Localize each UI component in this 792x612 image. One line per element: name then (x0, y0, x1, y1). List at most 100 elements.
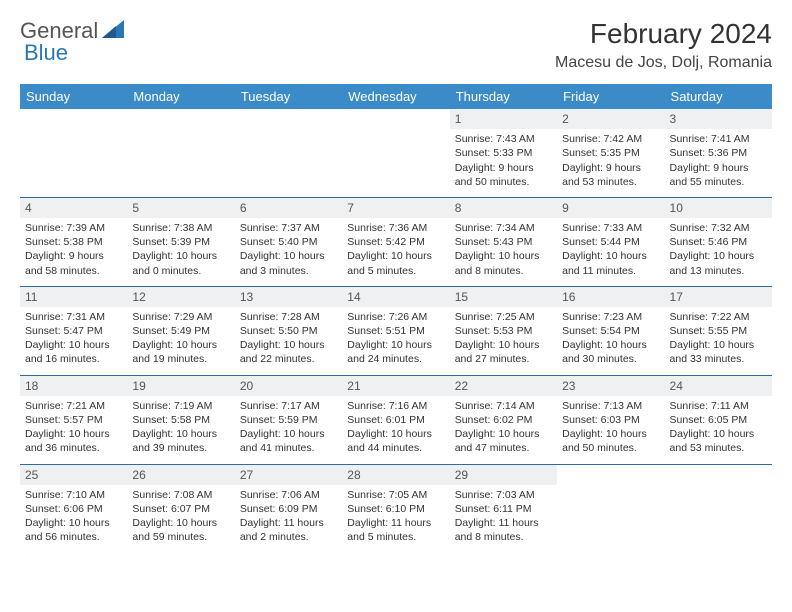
day-number: 24 (665, 376, 772, 396)
cell-sunrise: Sunrise: 7:41 AM (670, 132, 767, 146)
cell-sunrise: Sunrise: 7:14 AM (455, 399, 552, 413)
cell-daylight: Daylight: 10 hours and 30 minutes. (562, 338, 659, 366)
calendar-day-cell: 15Sunrise: 7:25 AMSunset: 5:53 PMDayligh… (450, 286, 557, 375)
cell-sunrise: Sunrise: 7:10 AM (25, 488, 122, 502)
cell-sunset: Sunset: 5:51 PM (347, 324, 444, 338)
day-number: 1 (450, 109, 557, 129)
cell-sunset: Sunset: 5:36 PM (670, 146, 767, 160)
cell-daylight: Daylight: 10 hours and 53 minutes. (670, 427, 767, 455)
location-subtitle: Macesu de Jos, Dolj, Romania (555, 54, 772, 72)
day-number: 23 (557, 376, 664, 396)
cell-sunset: Sunset: 5:58 PM (132, 413, 229, 427)
cell-sunset: Sunset: 5:54 PM (562, 324, 659, 338)
cell-daylight: Daylight: 10 hours and 11 minutes. (562, 249, 659, 277)
calendar-day-cell (665, 464, 772, 552)
day-number: 11 (20, 287, 127, 307)
calendar-day-cell: 19 Sunrise: 7:19 AMSunset: 5:58 PMDayligh… (127, 375, 234, 464)
cell-sunrise: Sunrise: 7:22 AM (670, 310, 767, 324)
cell-daylight: Daylight: 10 hours and 59 minutes. (132, 516, 229, 544)
cell-daylight: Daylight: 10 hours and 5 minutes. (347, 249, 444, 277)
day-number: 4 (20, 198, 127, 218)
month-title: February 2024 (555, 18, 772, 50)
calendar-day-cell: 8Sunrise: 7:34 AMSunset: 5:43 PMDaylight… (450, 197, 557, 286)
cell-daylight: Daylight: 11 hours and 2 minutes. (240, 516, 337, 544)
cell-sunset: Sunset: 5:38 PM (25, 235, 122, 249)
cell-sunrise: Sunrise: 7:37 AM (240, 221, 337, 235)
calendar-day-cell: 1Sunrise: 7:43 AMSunset: 5:33 PMDaylight… (450, 109, 557, 197)
day-number: 20 (235, 376, 342, 396)
calendar-day-cell: 9Sunrise: 7:33 AMSunset: 5:44 PMDaylight… (557, 197, 664, 286)
logo-text-blue: Blue (24, 40, 68, 66)
cell-sunset: Sunset: 5:33 PM (455, 146, 552, 160)
calendar-day-cell: 7Sunrise: 7:36 AMSunset: 5:42 PMDaylight… (342, 197, 449, 286)
calendar-day-cell: 11Sunrise: 7:31 AMSunset: 5:47 PMDayligh… (20, 286, 127, 375)
day-number: 22 (450, 376, 557, 396)
day-number: 15 (450, 287, 557, 307)
day-number: 14 (342, 287, 449, 307)
cell-daylight: Daylight: 9 hours and 53 minutes. (562, 161, 659, 189)
cell-sunrise: Sunrise: 7:34 AM (455, 221, 552, 235)
cell-sunrise: Sunrise: 7:19 AM (132, 399, 229, 413)
cell-sunrise: Sunrise: 7:08 AM (132, 488, 229, 502)
cell-daylight: Daylight: 9 hours and 58 minutes. (25, 249, 122, 277)
cell-daylight: Daylight: 10 hours and 0 minutes. (132, 249, 229, 277)
calendar-day-cell: 6Sunrise: 7:37 AMSunset: 5:40 PMDaylight… (235, 197, 342, 286)
day-number: 8 (450, 198, 557, 218)
cell-sunrise: Sunrise: 7:25 AM (455, 310, 552, 324)
page-header: General February 2024 Macesu de Jos, Dol… (20, 18, 772, 72)
calendar-table: Sunday Monday Tuesday Wednesday Thursday… (20, 84, 772, 552)
cell-sunrise: Sunrise: 7:16 AM (347, 399, 444, 413)
cell-sunrise: Sunrise: 7:13 AM (562, 399, 659, 413)
cell-sunrise: Sunrise: 7:11 AM (670, 399, 767, 413)
day-number: 19 (127, 376, 234, 396)
cell-daylight: Daylight: 10 hours and 24 minutes. (347, 338, 444, 366)
cell-sunset: Sunset: 5:46 PM (670, 235, 767, 249)
weekday-tuesday: Tuesday (235, 84, 342, 109)
day-number: 27 (235, 465, 342, 485)
calendar-day-cell (235, 109, 342, 197)
cell-sunset: Sunset: 5:39 PM (132, 235, 229, 249)
cell-daylight: Daylight: 10 hours and 19 minutes. (132, 338, 229, 366)
cell-sunrise: Sunrise: 7:33 AM (562, 221, 659, 235)
calendar-day-cell: 16Sunrise: 7:23 AMSunset: 5:54 PMDayligh… (557, 286, 664, 375)
cell-daylight: Daylight: 10 hours and 36 minutes. (25, 427, 122, 455)
cell-daylight: Daylight: 10 hours and 47 minutes. (455, 427, 552, 455)
day-number: 28 (342, 465, 449, 485)
calendar-day-cell: 12Sunrise: 7:29 AMSunset: 5:49 PMDayligh… (127, 286, 234, 375)
cell-daylight: Daylight: 10 hours and 22 minutes. (240, 338, 337, 366)
cell-sunset: Sunset: 5:42 PM (347, 235, 444, 249)
day-number: 10 (665, 198, 772, 218)
calendar-day-cell: 3Sunrise: 7:41 AMSunset: 5:36 PMDaylight… (665, 109, 772, 197)
cell-daylight: Daylight: 9 hours and 55 minutes. (670, 161, 767, 189)
cell-sunset: Sunset: 6:06 PM (25, 502, 122, 516)
logo-triangle-icon (102, 20, 124, 43)
calendar-day-cell: 17Sunrise: 7:22 AMSunset: 5:55 PMDayligh… (665, 286, 772, 375)
calendar-day-cell (342, 109, 449, 197)
weekday-friday: Friday (557, 84, 664, 109)
calendar-week-row: 18Sunrise: 7:21 AMSunset: 5:57 PMDayligh… (20, 375, 772, 464)
calendar-day-cell: 10Sunrise: 7:32 AMSunset: 5:46 PMDayligh… (665, 197, 772, 286)
day-number: 17 (665, 287, 772, 307)
weekday-wednesday: Wednesday (342, 84, 449, 109)
calendar-week-row: 4Sunrise: 7:39 AMSunset: 5:38 PMDaylight… (20, 197, 772, 286)
cell-daylight: Daylight: 10 hours and 39 minutes. (132, 427, 229, 455)
calendar-day-cell: 22Sunrise: 7:14 AMSunset: 6:02 PMDayligh… (450, 375, 557, 464)
cell-sunrise: Sunrise: 7:36 AM (347, 221, 444, 235)
calendar-week-row: 25Sunrise: 7:10 AMSunset: 6:06 PMDayligh… (20, 464, 772, 552)
cell-sunrise: Sunrise: 7:23 AM (562, 310, 659, 324)
cell-sunset: Sunset: 5:55 PM (670, 324, 767, 338)
cell-sunset: Sunset: 5:49 PM (132, 324, 229, 338)
day-number: 5 (127, 198, 234, 218)
cell-sunrise: Sunrise: 7:43 AM (455, 132, 552, 146)
calendar-day-cell: 14Sunrise: 7:26 AMSunset: 5:51 PMDayligh… (342, 286, 449, 375)
cell-sunrise: Sunrise: 7:42 AM (562, 132, 659, 146)
calendar-day-cell: 18Sunrise: 7:21 AMSunset: 5:57 PMDayligh… (20, 375, 127, 464)
cell-sunset: Sunset: 6:07 PM (132, 502, 229, 516)
cell-sunrise: Sunrise: 7:28 AM (240, 310, 337, 324)
cell-daylight: Daylight: 10 hours and 50 minutes. (562, 427, 659, 455)
day-number: 9 (557, 198, 664, 218)
weekday-sunday: Sunday (20, 84, 127, 109)
calendar-week-row: 1 Sunrise: 7:43 AMSunset: 5:33 PM Daylight… (20, 109, 772, 197)
cell-daylight: Daylight: 10 hours and 56 minutes. (25, 516, 122, 544)
calendar-day-cell: 23Sunrise: 7:13 AMSunset: 6:03 PMDayligh… (557, 375, 664, 464)
